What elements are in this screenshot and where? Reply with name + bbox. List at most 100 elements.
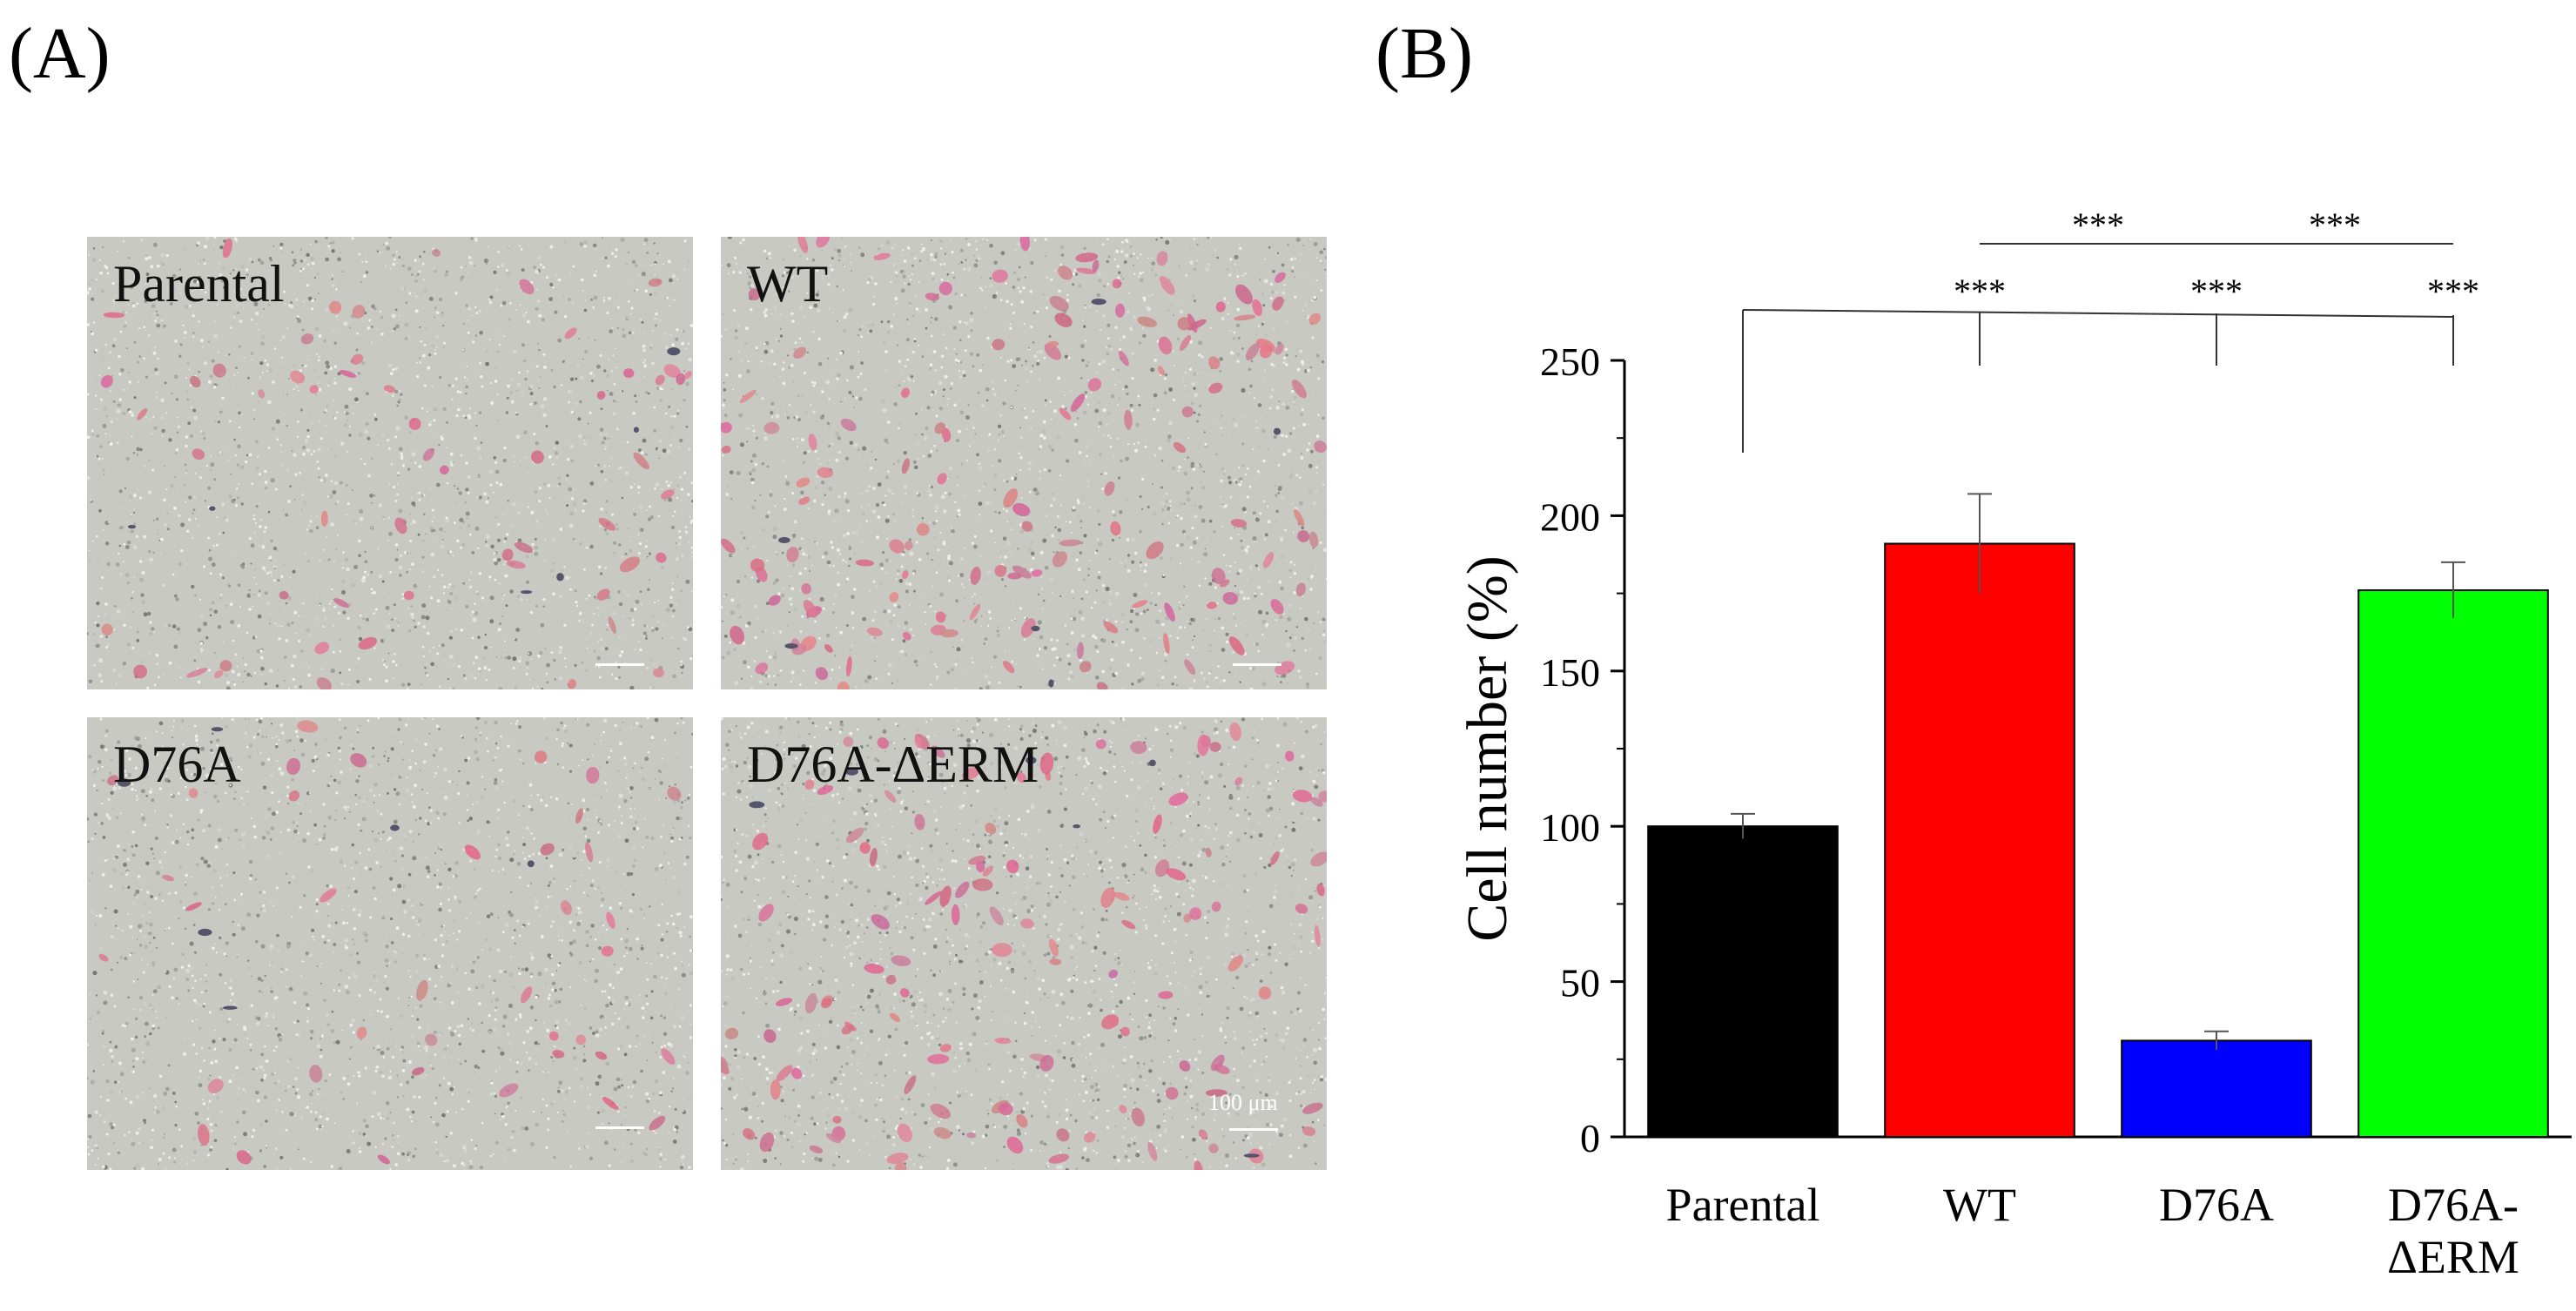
membrane-pore (761, 462, 765, 466)
membrane-pore (487, 245, 489, 248)
membrane-pore (1241, 387, 1246, 393)
membrane-pore (525, 555, 529, 559)
membrane-pore (860, 361, 864, 365)
membrane-pore (359, 516, 364, 521)
membrane-highlight (454, 377, 458, 380)
membrane-highlight (958, 429, 961, 434)
stained-cell (889, 592, 899, 602)
membrane-pore (772, 655, 777, 660)
membrane-highlight (750, 481, 755, 485)
membrane-highlight (682, 636, 684, 639)
membrane-pore (902, 639, 906, 643)
stained-cell (817, 467, 834, 478)
membrane-pore (521, 313, 527, 319)
membrane-pore (319, 383, 321, 386)
membrane-pore (1277, 487, 1282, 492)
membrane-pore (102, 779, 105, 783)
membrane-pore (234, 292, 236, 294)
membrane-pore (688, 655, 689, 656)
membrane-pore (827, 357, 829, 360)
membrane-pore (628, 331, 632, 335)
membrane-pore (442, 325, 445, 327)
membrane-pore (867, 339, 870, 341)
membrane-highlight (1188, 367, 1193, 371)
membrane-highlight (90, 499, 92, 501)
membrane-pore (465, 511, 470, 516)
membrane-highlight (101, 458, 104, 460)
membrane-pore (568, 523, 574, 528)
membrane-pore (268, 669, 273, 673)
membrane-pore (187, 459, 192, 462)
membrane-pore (1322, 380, 1326, 385)
stained-cell (1059, 539, 1082, 547)
membrane-pore (314, 618, 318, 621)
membrane-highlight (1079, 658, 1083, 662)
membrane-highlight (467, 331, 470, 334)
membrane-pore (1241, 442, 1245, 446)
membrane-pore (147, 931, 152, 936)
membrane-pore (858, 246, 861, 249)
membrane-pore (956, 514, 959, 518)
membrane-highlight (822, 607, 825, 610)
membrane-highlight (238, 483, 240, 486)
membrane-pore (934, 537, 936, 539)
membrane-pore (490, 667, 493, 669)
membrane-highlight (821, 502, 824, 507)
membrane-pore (237, 444, 241, 448)
membrane-highlight (922, 247, 925, 251)
membrane-pore (388, 557, 392, 561)
membrane-pore (378, 575, 382, 579)
membrane-highlight (861, 541, 864, 543)
membrane-pore (609, 329, 613, 334)
membrane-pore (828, 275, 830, 277)
membrane-pore (1227, 434, 1230, 438)
membrane-pore (914, 465, 918, 469)
membrane-highlight (1094, 551, 1097, 555)
membrane-pore (626, 593, 630, 598)
membrane-pore (535, 274, 537, 277)
membrane-pore (139, 658, 145, 663)
membrane-pore (261, 334, 266, 340)
membrane-pore (248, 588, 251, 592)
membrane-highlight (1073, 422, 1078, 427)
membrane-highlight (623, 615, 625, 617)
membrane-pore (885, 240, 891, 245)
membrane-highlight (471, 610, 474, 614)
membrane-pore (514, 686, 518, 689)
membrane-pore (788, 366, 790, 369)
membrane-pore (526, 667, 528, 669)
membrane-highlight (515, 309, 517, 311)
membrane-pore (887, 488, 891, 493)
membrane-pore (597, 607, 600, 609)
membrane-pore (849, 557, 852, 561)
membrane-highlight (583, 568, 586, 571)
membrane-pore (1254, 594, 1257, 598)
membrane-pore (400, 393, 403, 396)
membrane-pore (1235, 323, 1241, 327)
membrane-pore (674, 299, 676, 301)
membrane-pore (139, 577, 145, 582)
membrane-highlight (1207, 671, 1211, 675)
membrane-highlight (748, 427, 750, 430)
membrane-pore (662, 448, 667, 454)
membrane-pore (1050, 418, 1053, 420)
membrane-pore (1070, 614, 1073, 617)
membrane-highlight (1063, 394, 1066, 396)
membrane-pore (925, 326, 928, 330)
membrane-highlight (615, 662, 617, 663)
membrane-highlight (1284, 347, 1288, 351)
membrane-pore (751, 453, 757, 458)
membrane-highlight (1051, 534, 1054, 538)
membrane-pore (864, 388, 867, 392)
membrane-highlight (1293, 590, 1297, 595)
membrane-highlight (1127, 568, 1131, 573)
membrane-pore (948, 409, 950, 412)
membrane-pore (658, 457, 660, 460)
membrane-highlight (1140, 569, 1141, 571)
membrane-highlight (306, 284, 309, 287)
membrane-highlight (374, 608, 378, 611)
membrane-pore (668, 497, 673, 502)
membrane-highlight (952, 271, 954, 274)
membrane-pore (440, 313, 444, 317)
membrane-pore (523, 430, 528, 435)
